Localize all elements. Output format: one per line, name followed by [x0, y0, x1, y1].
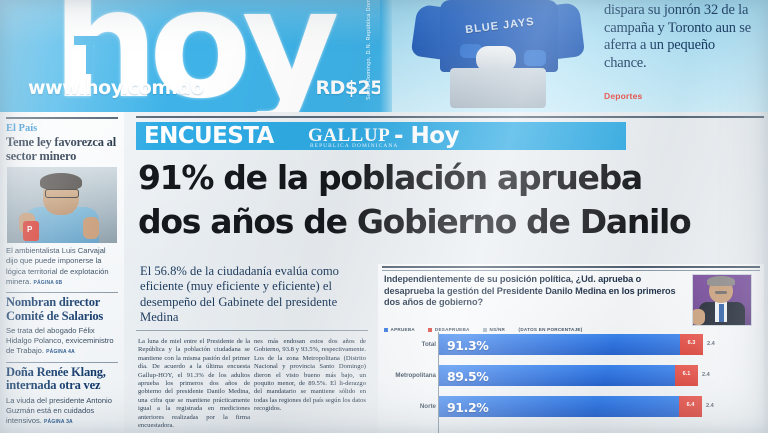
chart-question-title: Independientemente de su posición políti…	[384, 274, 676, 308]
logo-detail-stem	[86, 38, 93, 74]
subject-glasses	[45, 189, 79, 199]
blue-jays-player-photo: BLUE JAYS	[406, 0, 596, 112]
masthead: hoy www.hoy.com.do RD$25 Santo Domingo, …	[0, 0, 392, 112]
legend-label-desaprueba: DESAPRUEBA	[434, 327, 470, 333]
main-headline-line1: 91% de la población aprueba	[138, 158, 643, 197]
bar-segment-aprueba-metropolitana: 89.5%	[439, 365, 675, 386]
luis-carvajal-photo: P	[7, 167, 117, 244]
bar-value-desaprueba-norte: 6.4	[686, 402, 695, 408]
masthead-price: RD$25	[315, 77, 383, 99]
banner-hoy-label: - Hoy	[394, 123, 460, 149]
poll-chart-panel: Independientemente de su posición políti…	[378, 264, 764, 433]
sidebar-kicker-el-pais: El País	[6, 123, 38, 135]
chart-divider-thick	[382, 266, 760, 268]
bar-segment-desaprueba-total: 6.3	[680, 334, 703, 355]
sidebar-divider-2	[6, 361, 118, 363]
bar-label-total: Total	[421, 341, 436, 348]
danilo-medina-photo	[692, 274, 752, 326]
bar-value-total: 91.3%	[447, 337, 489, 353]
table-row: Metropolitana 89.5% 6.1 2.4	[378, 363, 764, 389]
sidebar-deck-text-0: El ambientalista Luis Carvajal dijo que …	[6, 246, 109, 286]
bar-value-desaprueba-total: 6.3	[687, 340, 696, 346]
sidebar-deck-text-2: La viuda del presidente Antonio Guzmán e…	[6, 395, 112, 426]
sidebar-headline-salarios[interactable]: Nombran director Comité de Salarios	[6, 295, 104, 323]
encuesta-gallup-banner: ENCUESTA GALLUP REPUBLICA DOMINICANA - H…	[136, 122, 626, 150]
sports-teaser-text: dispara su jonrón 32 de la campaña y Tor…	[604, 2, 751, 71]
chart-axis-line	[438, 332, 440, 433]
legend-item-aprueba: APRUEBA	[384, 327, 415, 332]
page-ref-1[interactable]: PÁGINA 4A	[46, 349, 75, 356]
sidebar-deck-salarios: Se trata del abogado Félix Hidalgo Polan…	[6, 326, 118, 358]
main-divider-top	[136, 116, 764, 118]
sidebar-deck-text-1: Se trata del abogado Félix Hidalgo Polan…	[6, 326, 114, 356]
bar-segment-aprueba-norte: 91.2%	[439, 396, 679, 417]
sidebar-deck-klang: La viuda del presidente Antonio Guzmán e…	[6, 396, 118, 428]
gallup-sublabel: REPUBLICA DOMINICANA	[310, 143, 399, 149]
column-divider	[136, 330, 368, 331]
sidebar-divider-1	[6, 292, 118, 293]
player-wrist-band-right	[524, 50, 546, 66]
main-story: ENCUESTA GALLUP REPUBLICA DOMINICANA - H…	[132, 112, 768, 433]
bar-segment-aprueba-total: 91.3%	[439, 334, 680, 355]
masthead-edge	[380, 0, 392, 112]
legend-note: (DATOS EN PORCENTAJE)	[518, 327, 583, 333]
bar-segment-desaprueba-norte: 6.4	[679, 396, 702, 417]
sidebar-item-el-pais[interactable]: El País Teme ley favorezca al sector min…	[6, 123, 118, 288]
sidebar-deck-mineria: El ambientalista Luis Carvajal dijo que …	[6, 246, 118, 288]
bar-value-norte: 91.2%	[447, 399, 489, 415]
bar-value-nsnr-metropolitana: 2.4	[702, 372, 710, 378]
bar-value-nsnr-total: 2.4	[707, 341, 715, 347]
table-row: Total 91.3% 6.3 2.4	[378, 332, 764, 358]
masthead-gradient	[0, 0, 392, 112]
chart-divider-thin	[382, 270, 760, 271]
sidebar-item-comite-salarios[interactable]: Nombran director Comité de Salarios Se t…	[6, 295, 118, 358]
player-pants	[450, 68, 546, 108]
bar-segment-desaprueba-metropolitana: 6.1	[675, 365, 698, 386]
president-hand	[693, 309, 705, 325]
sidebar-item-renee-klang[interactable]: Doña Renée Klang, internada otra vez La …	[6, 364, 118, 428]
main-headline-line2: dos años de Gobierno de Danilo	[138, 202, 692, 241]
bar-value-nsnr-norte: 2.4	[706, 403, 714, 409]
banner-encuesta-label: ENCUESTA	[144, 123, 274, 149]
legend-label-aprueba: APRUEBA	[390, 327, 415, 333]
chart-plot-area: Total 91.3% 6.3 2.4 Metropolitana	[378, 332, 764, 433]
president-mustache	[715, 291, 727, 294]
president-tie	[719, 304, 724, 322]
bar-value-metropolitana: 89.5%	[447, 368, 489, 384]
sports-section-tag[interactable]: Deportes	[604, 91, 643, 101]
gallup-logo: GALLUP	[308, 125, 391, 146]
page-ref-0[interactable]: PÁGINA 6B	[33, 279, 63, 286]
table-row: Norte 91.2% 6.4 2.4	[378, 394, 764, 420]
microphone-letter: P	[27, 225, 33, 235]
sidebar-divider-top	[6, 117, 118, 120]
legend-swatch-nsnr	[483, 328, 488, 333]
hoy-logo: hoy	[52, 0, 340, 112]
legend-item-desaprueba: DESAPRUEBA	[428, 327, 469, 332]
sidebar-headline-mineria[interactable]: Teme ley favorezca al sector minero	[6, 135, 116, 163]
press-microphone	[23, 221, 39, 242]
player-batting-glove	[476, 46, 516, 72]
main-deck: El 56.8% de la ciudadanía evalúa como ef…	[140, 264, 339, 325]
chart-legend: APRUEBA DESAPRUEBA NS/NR (DATOS EN PORCE…	[384, 321, 714, 333]
legend-label-nsnr: NS/NR	[489, 327, 506, 333]
legend-swatch-aprueba	[384, 328, 388, 333]
legend-item-nsnr: NS/NR	[483, 327, 505, 332]
subject-hair	[40, 173, 82, 191]
bar-value-desaprueba-metropolitana: 6.1	[682, 371, 691, 377]
sidebar-headline-klang[interactable]: Doña Renée Klang, internada otra vez	[6, 364, 106, 393]
sidebar: El País Teme ley favorezca al sector min…	[0, 112, 124, 433]
president-hair	[707, 276, 735, 286]
body-column-2: nes más endosan estos dos años de Gobier…	[254, 338, 366, 413]
legend-swatch-desaprueba	[428, 328, 433, 333]
masthead-website-url[interactable]: www.hoy.com.do	[28, 77, 204, 99]
subject-hand-right	[83, 217, 99, 240]
main-headline[interactable]: 91% de la población aprueba dos años de …	[138, 156, 762, 244]
masthead-dateline: Santo Domingo, D.N. República Dominicana…	[366, 0, 372, 100]
bar-label-metropolitana: Metropolitana	[395, 372, 436, 379]
sports-teaser[interactable]: BLUE JAYS dispara su jonrón 32 de la cam…	[392, 0, 768, 112]
page-ref-2[interactable]: PÁGINA 3A	[44, 419, 73, 426]
body-column-1: La luna de miel entre el Presidente de l…	[138, 338, 250, 430]
bar-label-norte: Norte	[419, 403, 436, 410]
